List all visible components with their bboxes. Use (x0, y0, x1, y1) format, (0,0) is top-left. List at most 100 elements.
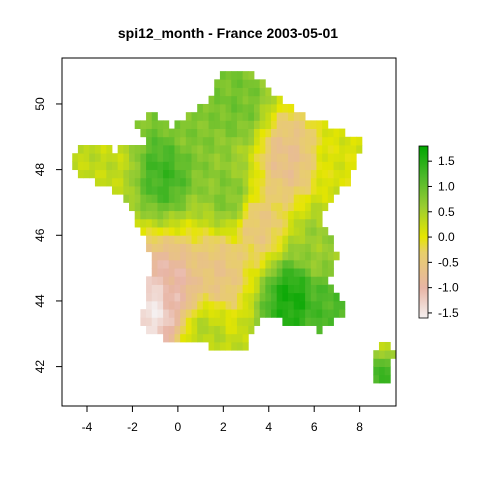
raster-cell (310, 177, 317, 187)
raster-cell (236, 79, 244, 88)
raster-cell (327, 251, 334, 261)
raster-cell (242, 145, 249, 154)
raster-cell (197, 300, 204, 310)
raster-cell (151, 309, 158, 318)
raster-cell (168, 235, 175, 244)
raster-cell (180, 227, 187, 236)
raster-cell (288, 128, 295, 138)
raster-cell (293, 169, 300, 179)
raster-cell (288, 218, 295, 228)
raster-cell (157, 128, 164, 138)
raster-cell (77, 161, 84, 171)
raster-cell (253, 153, 261, 162)
raster-cell (157, 284, 164, 294)
raster-cell (146, 317, 153, 326)
raster-cell (191, 317, 198, 326)
raster-cell (202, 292, 209, 302)
raster-cell (271, 300, 278, 310)
raster-cell (140, 202, 147, 212)
raster-cell (236, 325, 244, 335)
raster-cell (140, 309, 147, 318)
raster-cell (185, 136, 192, 146)
raster-cell (288, 276, 295, 285)
raster-cell (225, 202, 232, 212)
raster-cell (236, 169, 244, 179)
raster-cell (180, 194, 187, 203)
raster-cell (248, 112, 255, 121)
raster-cell (219, 169, 226, 179)
raster-cell (282, 103, 289, 113)
raster-cell (197, 276, 204, 285)
raster-cell (219, 292, 226, 302)
raster-cell (140, 169, 147, 179)
raster-cell (288, 268, 295, 277)
raster-cell (316, 145, 323, 154)
raster-cell (208, 161, 215, 171)
raster-cell (197, 210, 204, 220)
raster-cell (310, 194, 317, 203)
legend-tick-label: 1.0 (438, 179, 455, 193)
raster-cell (231, 292, 238, 302)
raster-cell (106, 161, 113, 171)
raster-cell (327, 317, 334, 326)
raster-cell (100, 169, 107, 179)
raster-cell (168, 161, 175, 171)
raster-cell (265, 136, 272, 146)
raster-cell (94, 153, 102, 162)
raster-cell (72, 161, 79, 171)
raster-cell (299, 202, 306, 212)
raster-cell (327, 309, 334, 318)
raster-cell (259, 136, 266, 146)
raster-cell (248, 136, 255, 146)
raster-cell (293, 292, 300, 302)
raster-cell (214, 194, 221, 203)
raster-cell (225, 136, 232, 146)
raster-cell (276, 259, 283, 269)
raster-cell (293, 300, 300, 310)
raster-cell (259, 235, 266, 244)
raster-cell (100, 145, 107, 154)
raster-cell (157, 177, 164, 187)
raster-cell (197, 243, 204, 253)
raster-cell (248, 309, 255, 318)
raster-cell (168, 333, 175, 343)
raster-cell (316, 210, 323, 220)
raster-cell (214, 309, 221, 318)
raster-cell (219, 284, 226, 294)
raster-cell (219, 79, 226, 88)
raster-cell (208, 120, 215, 129)
raster-cell (253, 194, 261, 203)
raster-cell (339, 309, 346, 318)
raster-cell (168, 300, 175, 310)
raster-cell (333, 136, 340, 146)
raster-cell (248, 210, 255, 220)
raster-cell (236, 194, 244, 203)
raster-cell (151, 136, 158, 146)
raster-cell (123, 169, 130, 179)
raster-cell (157, 268, 164, 277)
raster-cell (282, 317, 289, 326)
raster-cell (293, 210, 300, 220)
raster-cell (276, 145, 283, 154)
raster-cell (191, 128, 198, 138)
raster-cell (163, 120, 170, 129)
raster-cell (219, 112, 226, 121)
raster-cell (163, 227, 170, 236)
raster-cell (293, 136, 300, 146)
raster-cell (219, 325, 226, 335)
raster-cell (163, 325, 170, 335)
raster-cell (225, 120, 232, 129)
raster-cell (276, 202, 283, 212)
raster-cell (163, 251, 170, 261)
raster-cell (276, 292, 283, 302)
raster-cell (219, 202, 226, 212)
raster-cell (77, 153, 84, 162)
raster-cell (140, 317, 147, 326)
raster-cell (299, 120, 306, 129)
raster-cell (305, 153, 312, 162)
raster-cell (117, 153, 124, 162)
raster-cell (191, 309, 198, 318)
raster-cell (248, 169, 255, 179)
raster-cell (197, 325, 204, 335)
raster-cell (242, 268, 249, 277)
